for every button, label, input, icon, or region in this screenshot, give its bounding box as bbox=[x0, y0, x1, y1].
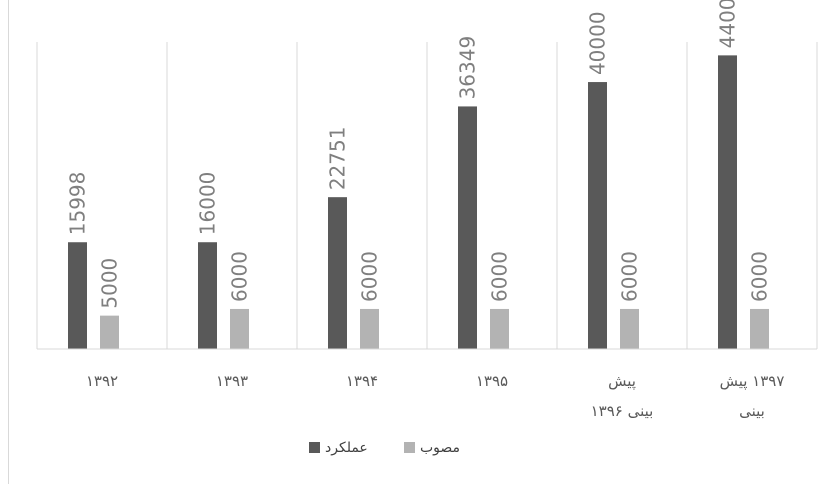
data-label-performance-0: 15998 bbox=[66, 172, 90, 236]
bar-performance-3 bbox=[458, 106, 477, 350]
x-tick-label-1: ۱۳۹۳ bbox=[216, 372, 248, 390]
legend-label-1: مصوب bbox=[420, 440, 460, 456]
data-label-performance-2: 22751 bbox=[326, 127, 350, 191]
x-tick-label-0: ۱۳۹۲ bbox=[86, 372, 118, 390]
bar-approved-3 bbox=[490, 308, 509, 349]
data-label-approved-5: 6000 bbox=[748, 251, 772, 302]
bar-approved-4 bbox=[620, 308, 639, 349]
x-tick-label-2: ۱۳۹۴ bbox=[346, 372, 378, 390]
data-label-approved-4: 6000 bbox=[618, 251, 642, 302]
data-label-approved-2: 6000 bbox=[358, 251, 382, 302]
legend-label-0: عملکرد bbox=[325, 440, 368, 456]
gridlines bbox=[36, 42, 818, 349]
data-label-approved-0: 5000 bbox=[98, 258, 122, 309]
bar-approved-1 bbox=[230, 308, 249, 349]
bar-performance-0 bbox=[68, 242, 87, 349]
data-label-approved-1: 6000 bbox=[228, 251, 252, 302]
data-label-performance-1: 16000 bbox=[196, 172, 220, 236]
legend-swatch-1 bbox=[404, 442, 415, 453]
bar-performance-2 bbox=[328, 197, 347, 349]
chart-frame: 15998 16000 22751 36349 40000 44000 5000 6000 60… bbox=[8, 0, 830, 484]
bars bbox=[68, 55, 769, 350]
data-label-approved-3: 6000 bbox=[488, 251, 512, 302]
data-label-performance-4: 40000 bbox=[586, 11, 610, 75]
bar-performance-1 bbox=[198, 242, 217, 349]
bar-performance-5 bbox=[718, 55, 737, 350]
bar-approved-0 bbox=[100, 315, 119, 349]
bar-approved-2 bbox=[360, 308, 379, 349]
bar-approved-5 bbox=[750, 308, 769, 349]
bar-chart: 15998 16000 22751 36349 40000 44000 5000 6000 60… bbox=[36, 0, 818, 456]
x-tick-label-4: پیش بینی ۱۳۹۶ bbox=[591, 372, 654, 420]
data-label-performance-3: 36349 bbox=[456, 36, 480, 100]
x-axis: ۱۳۹۲ ۱۳۹۳ ۱۳۹۴ ۱۳۹۵ پیش بینی ۱۳۹۶ ۱۳۹۷ پیش بینی bbox=[37, 348, 817, 420]
data-labels: 15998 16000 22751 36349 40000 44000 5000 6000 60… bbox=[66, 0, 772, 309]
legend: مصوب عملکرد bbox=[309, 440, 460, 456]
x-tick-label-3: ۱۳۹۵ bbox=[476, 372, 508, 390]
data-label-performance-5: 44000 bbox=[716, 0, 740, 48]
legend-swatch-0 bbox=[309, 442, 320, 453]
x-tick-label-5: ۱۳۹۷ پیش بینی bbox=[720, 372, 785, 420]
bar-performance-4 bbox=[588, 82, 607, 350]
